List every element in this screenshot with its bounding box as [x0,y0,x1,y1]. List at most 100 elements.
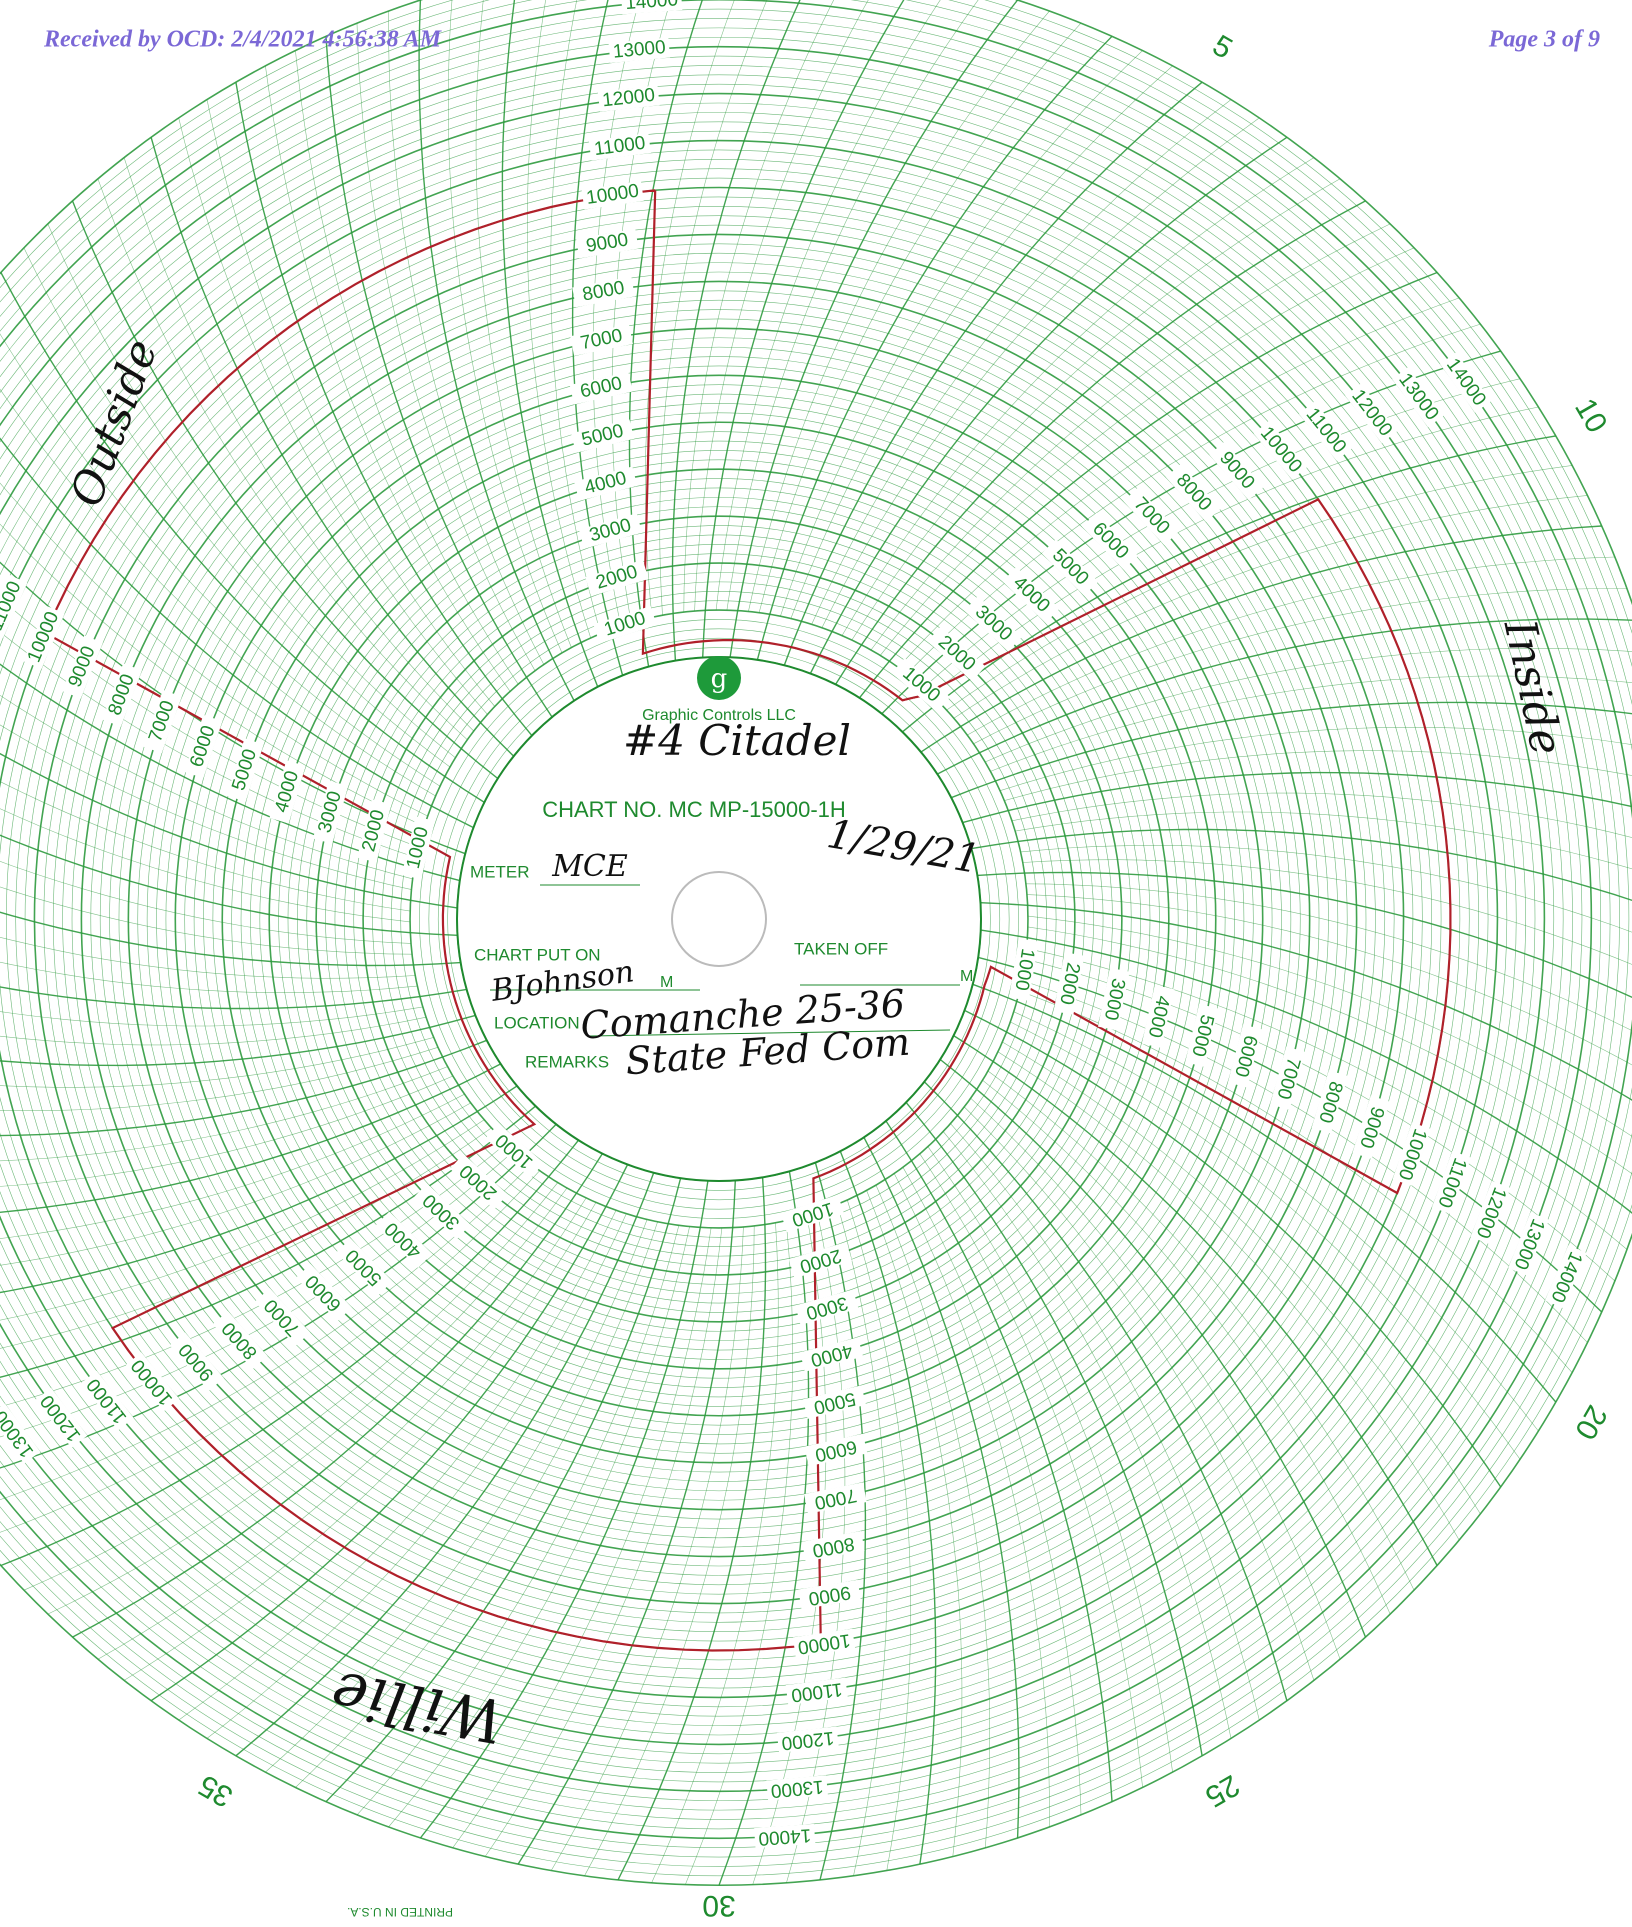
well-name: #4 Citadel [623,716,851,765]
label-backing [0,574,28,638]
put-on-label: CHART PUT ON [474,945,601,964]
label-backing [780,1194,845,1233]
time-line [950,701,1632,799]
time-line [1015,811,1632,870]
grid-circle [250,450,1188,1388]
time-line [942,1131,1232,1739]
time-line [47,223,456,759]
time-line [0,1039,488,1137]
time-line [0,986,467,1010]
time-line [1010,1021,1521,1460]
scale-label: 13000 [612,37,667,63]
label-backing [621,0,683,15]
time-line [897,297,1460,668]
scale-label: 6000 [186,723,219,770]
time-line [748,10,1050,612]
grid-circle [99,299,1339,1539]
time-line [980,902,1632,1101]
time-line [694,0,869,612]
scale-label: 7000 [813,1484,859,1513]
scale-label: 7000 [1272,1055,1304,1101]
label-backing [1209,441,1264,501]
time-line [0,834,458,936]
chart-number: CHART NO. MC MP-15000-1H [542,797,846,822]
time-line [901,435,1556,733]
grid-circle [5,205,1433,1633]
time-line [97,1197,587,1660]
time-line [0,1075,454,1187]
label-backing [804,1433,868,1467]
time-line [839,1150,937,1865]
time-line [447,0,563,654]
time-line [235,1172,655,1757]
time-line [0,1014,476,1067]
scale-label: 4000 [271,769,303,815]
time-line [1027,915,1632,1137]
time-line [881,350,1501,715]
time-line [295,50,519,685]
scale-label: 14000 [1546,1248,1586,1305]
time-line [702,0,905,658]
label-backing [1185,1003,1219,1067]
label-backing [226,738,264,802]
time-line [178,117,488,715]
time-line [388,1226,690,1828]
time-line [517,1180,736,1865]
scale-label: 1000 [403,825,433,871]
label-backing [1082,512,1139,570]
time-line [0,1006,423,1027]
time-line [452,1227,712,1848]
label-backing [0,1403,41,1464]
time-line [1011,792,1632,838]
hour-label: 30 [702,1889,735,1922]
scale-label: 8000 [104,671,139,718]
label-backing [802,1531,865,1562]
label-backing [597,85,660,112]
scale-label: 14000 [1442,355,1490,410]
grid-circle [0,65,1573,1773]
time-line [950,1123,1260,1721]
grid-circle [165,365,1273,1473]
grid-circle [0,0,1632,1876]
outside-note: Outside [61,333,168,513]
time-line [885,1120,1113,1802]
time-line [235,82,533,737]
time-line [927,1146,1173,1773]
time-line [863,1136,1020,1839]
time-line [0,781,411,912]
time-line [790,65,1173,619]
grid-circle [362,562,1076,1276]
scale-label: 10000 [24,609,64,666]
scale-label: 9000 [807,1581,852,1609]
label-backing [401,816,435,880]
scale-label: 10000 [1256,423,1306,477]
time-line [987,1070,1415,1591]
grid-circle [0,178,1460,1660]
scale-label: 6000 [1230,1033,1261,1079]
time-line [0,561,466,855]
time-line [841,157,1315,636]
time-line [809,136,1288,674]
time-line [123,1202,597,1681]
label-backing [1009,938,1039,1001]
time-line [356,23,536,671]
page-number: Page 3 of 9 [1488,27,1600,53]
time-line [0,694,413,880]
time-line [967,556,1615,736]
scale-label: 3000 [1100,976,1129,1022]
time-line [1026,894,1632,1066]
label-backing [269,760,306,824]
time-line [475,0,572,648]
label-backing [766,1775,828,1801]
grid-circle [381,581,1057,1257]
meter: MCE [551,849,628,884]
grid-circle [203,403,1235,1435]
time-line [71,200,499,780]
scale-label: 1000 [789,1198,836,1231]
time-line [325,1178,682,1803]
label-backing [80,1370,134,1431]
hour-label: 20 [1568,1400,1613,1445]
grid-circle [193,393,1245,1445]
grid-circle [0,121,1517,1717]
time-line [0,936,416,979]
